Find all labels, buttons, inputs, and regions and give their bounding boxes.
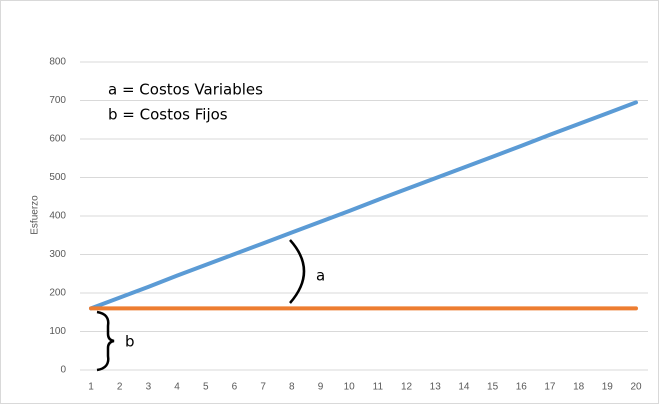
x-tick-label: 18 bbox=[573, 382, 585, 393]
y-tick-label: 600 bbox=[49, 134, 66, 145]
x-tick-label: 12 bbox=[401, 382, 413, 393]
brace bbox=[96, 310, 115, 372]
y-tick-label: 700 bbox=[49, 95, 66, 106]
y-tick-label: 800 bbox=[49, 57, 66, 68]
series-line bbox=[89, 100, 638, 311]
x-tick-label: 11 bbox=[373, 382, 384, 393]
x-tick-label: 1 bbox=[88, 382, 94, 393]
x-tick-label: 2 bbox=[117, 382, 123, 393]
y-tick-label: 500 bbox=[49, 172, 66, 183]
x-tick-label: 9 bbox=[318, 382, 324, 393]
annotation: b bbox=[125, 333, 135, 351]
x-tick-label: 17 bbox=[544, 382, 556, 393]
x-tick-label: 6 bbox=[232, 382, 238, 393]
annotation: a = Costos Variables bbox=[108, 81, 263, 99]
x-tick-label: 13 bbox=[430, 382, 442, 393]
y-tick-label: 0 bbox=[60, 365, 66, 376]
x-tick-label: 7 bbox=[260, 382, 266, 393]
y-tick-label: 400 bbox=[49, 211, 66, 222]
y-tick-label: 200 bbox=[49, 288, 66, 299]
x-tick-label: 14 bbox=[458, 382, 470, 393]
y-tick-label: 300 bbox=[49, 249, 66, 260]
x-tick-label: 8 bbox=[289, 382, 295, 393]
annotation: a bbox=[316, 267, 325, 285]
x-tick-label: 20 bbox=[630, 382, 642, 393]
x-tick-label: 3 bbox=[146, 382, 152, 393]
x-tick-label: 15 bbox=[487, 382, 499, 393]
y-tick-label: 100 bbox=[49, 326, 66, 337]
x-tick-label: 10 bbox=[344, 382, 356, 393]
x-tick-label: 16 bbox=[516, 382, 528, 393]
annotation: b = Costos Fijos bbox=[108, 106, 228, 124]
x-tick-label: 5 bbox=[203, 382, 209, 393]
y-axis-label: Esfuerzo bbox=[30, 195, 41, 235]
angle-arc bbox=[289, 239, 306, 304]
x-tick-label: 4 bbox=[174, 382, 180, 393]
x-tick-label: 19 bbox=[602, 382, 614, 393]
